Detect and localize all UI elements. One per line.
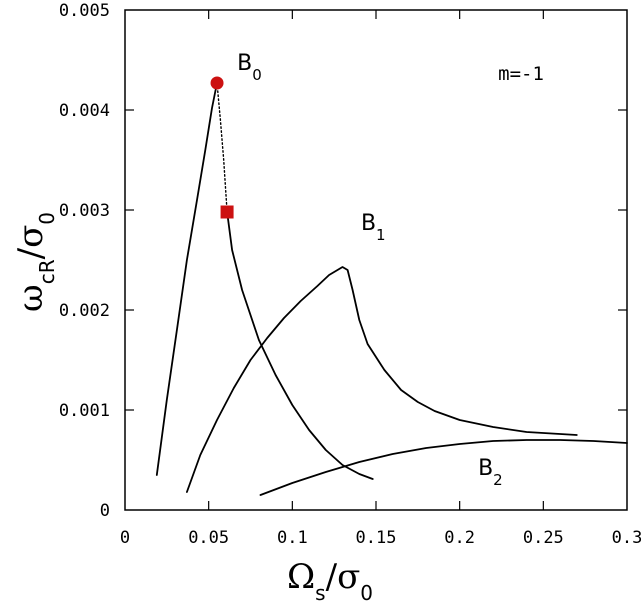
series-layer — [155, 82, 628, 496]
x-tick-label: 0.25 — [523, 528, 564, 548]
marker-layer — [210, 76, 234, 219]
x-tick-label: 0.15 — [356, 528, 397, 548]
x-tick-label: 0.1 — [277, 528, 308, 548]
annotation-layer: B0 B1 B2 m=-1 — [237, 51, 544, 489]
plot-frame — [124, 9, 628, 511]
y-tick-label: 0.004 — [59, 101, 110, 121]
y-tick-label: 0.005 — [59, 1, 110, 21]
x-tick-label: 0.2 — [444, 528, 475, 548]
annotation: m=-1 — [498, 63, 544, 85]
y-tick-label: 0.003 — [59, 201, 110, 221]
marker-square — [220, 205, 234, 219]
marker-circle — [210, 76, 224, 90]
annotation: B0 — [237, 51, 262, 84]
tick-labels: 0 0.05 0.1 0.15 0.2 0.25 0.3 0 0.001 0.002 0.003 0.… — [59, 1, 641, 548]
series-line-4 — [259, 439, 628, 496]
y-tick-label: 0 — [100, 501, 110, 521]
x-tick-label: 0.05 — [188, 528, 229, 548]
series-line-2 — [226, 211, 374, 480]
annotation: B2 — [478, 456, 503, 489]
y-tick-label: 0.001 — [59, 401, 110, 421]
annotation: B1 — [361, 211, 386, 244]
x-tick-label: 0.3 — [612, 528, 641, 548]
x-axis-label: Ωs/σ0 — [287, 557, 373, 605]
y-tick-label: 0.002 — [59, 301, 110, 321]
ticks — [125, 10, 627, 510]
x-tick-label: 0 — [120, 528, 130, 548]
series-line-0 — [155, 82, 218, 476]
series-line-3 — [186, 266, 578, 493]
series-line-1 — [216, 82, 228, 213]
y-axis-label: ωcR/σ0 — [11, 212, 59, 312]
